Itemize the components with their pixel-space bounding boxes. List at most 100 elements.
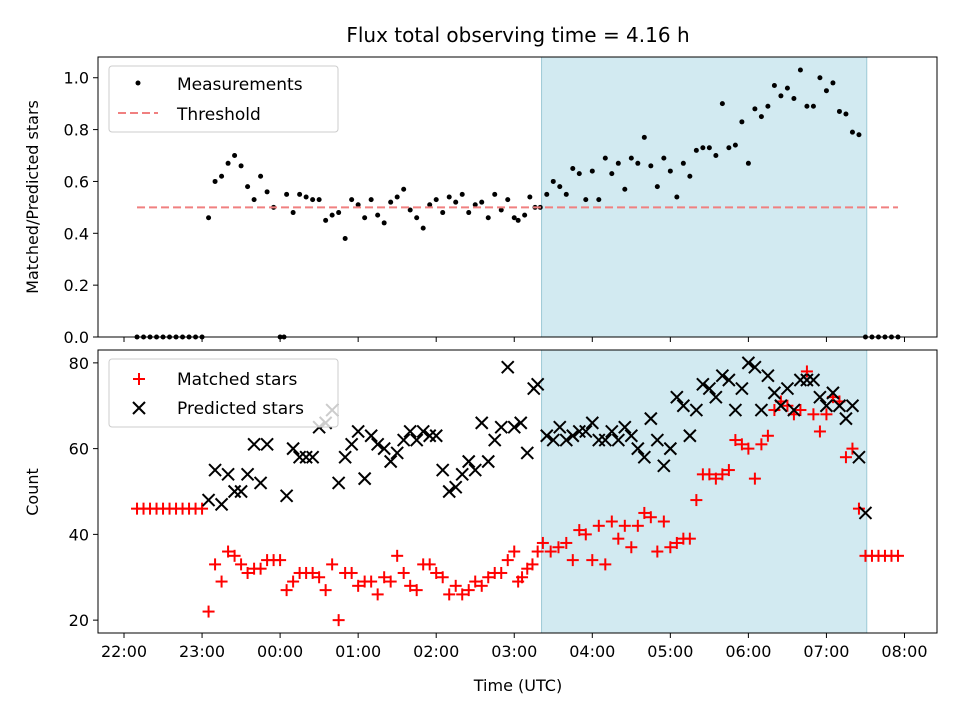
measurements-point bbox=[576, 171, 582, 177]
measurements-point bbox=[368, 197, 374, 203]
measurements-point bbox=[570, 165, 576, 171]
predicted-stars-point bbox=[364, 429, 378, 443]
predicted-stars-point bbox=[253, 476, 268, 490]
matched-stars-point bbox=[612, 532, 625, 545]
predicted-stars-point bbox=[598, 433, 613, 447]
measurements-point bbox=[427, 202, 433, 208]
matched-stars-point bbox=[735, 438, 748, 451]
predicted-stars-point bbox=[370, 437, 385, 452]
ratio-x-ticks bbox=[123, 337, 905, 342]
measurements-point bbox=[700, 145, 706, 151]
predicted-stars-point bbox=[240, 467, 255, 482]
matched-stars-point bbox=[755, 438, 768, 451]
matched-stars-point bbox=[456, 588, 469, 601]
predicted-stars-point bbox=[260, 437, 274, 452]
matched-stars-point bbox=[436, 571, 449, 584]
matched-stars-point bbox=[768, 404, 781, 417]
y-tick-label: 40 bbox=[69, 525, 89, 544]
matched-stars-point bbox=[462, 584, 475, 597]
predicted-stars-point bbox=[540, 429, 554, 443]
predicted-stars-point bbox=[227, 484, 242, 499]
matched-stars-point bbox=[657, 515, 670, 528]
y-tick-label: 0.0 bbox=[64, 328, 89, 347]
predicted-stars-point bbox=[409, 433, 424, 447]
matched-stars-point bbox=[651, 545, 664, 558]
measurements-point bbox=[778, 93, 784, 99]
matched-stars-point bbox=[761, 429, 774, 442]
count-legend-box bbox=[108, 358, 339, 428]
predicted-stars-point bbox=[494, 420, 508, 434]
measurements-point bbox=[843, 111, 849, 117]
measurements-point bbox=[492, 191, 498, 197]
count-series bbox=[131, 356, 904, 627]
measurements-point bbox=[407, 207, 413, 213]
predicted-stars-point bbox=[852, 450, 866, 464]
predicted-stars-point bbox=[201, 493, 216, 507]
matched-stars-point bbox=[241, 566, 254, 579]
matched-stars-point bbox=[716, 468, 729, 481]
measurements-point bbox=[310, 197, 316, 203]
predicted-stars-point bbox=[462, 454, 476, 469]
matched-stars-point bbox=[410, 584, 423, 597]
x-axis-label: Time (UTC) bbox=[473, 676, 562, 695]
ratio-axes-frame bbox=[97, 56, 938, 338]
measurements-point bbox=[856, 132, 862, 138]
ratio-legend: Measurements Threshold bbox=[108, 65, 339, 133]
matched-stars-point bbox=[516, 571, 529, 584]
matched-stars-point bbox=[794, 404, 807, 417]
matched-stars-point bbox=[482, 571, 495, 584]
predicted-stars-point bbox=[455, 467, 469, 482]
matched-stars-point bbox=[800, 365, 813, 378]
predicted-stars-point bbox=[741, 356, 756, 370]
measurements-point bbox=[453, 199, 459, 205]
matched-stars-point bbox=[332, 614, 345, 627]
measurements-point bbox=[687, 173, 693, 179]
legend-marker-matched-stars bbox=[133, 373, 145, 385]
measurements-point bbox=[836, 108, 842, 114]
matched-stars-point bbox=[313, 571, 326, 584]
predicted-stars-point bbox=[234, 484, 248, 499]
matched-stars-point bbox=[430, 566, 443, 579]
measurements-point bbox=[511, 215, 517, 221]
matched-stars-point bbox=[365, 575, 378, 588]
predicted-stars-point bbox=[488, 433, 502, 447]
legend-label-measurements: Measurements bbox=[177, 75, 303, 95]
matched-stars-point bbox=[469, 575, 482, 588]
measurements-point bbox=[615, 160, 621, 166]
measurements-point bbox=[498, 207, 504, 213]
matched-stars-point bbox=[579, 528, 592, 541]
predicted-stars-point bbox=[208, 463, 222, 477]
measurements-point bbox=[362, 215, 368, 221]
matched-stars-point bbox=[501, 554, 514, 567]
measurements-point bbox=[225, 160, 231, 166]
predicted-stars-point bbox=[709, 390, 723, 404]
measurements-point bbox=[732, 142, 738, 148]
observing-window-shade bbox=[541, 56, 868, 338]
predicted-stars-point bbox=[683, 429, 697, 443]
measurements-point bbox=[336, 210, 342, 216]
matched-stars-point bbox=[605, 515, 618, 528]
predicted-stars-point bbox=[845, 399, 860, 413]
predicted-stars-point bbox=[637, 450, 652, 464]
predicted-stars-point bbox=[754, 403, 769, 417]
legend-label-threshold: Threshold bbox=[176, 105, 261, 125]
measurements-point bbox=[394, 194, 400, 200]
measurements-point bbox=[440, 210, 446, 216]
predicted-stars-point bbox=[592, 433, 606, 447]
matched-stars-point bbox=[592, 519, 605, 532]
matched-stars-point bbox=[345, 566, 358, 579]
predicted-stars-point bbox=[735, 381, 749, 396]
matched-stars-point bbox=[254, 562, 267, 575]
y-tick-label: 20 bbox=[69, 611, 89, 630]
count-x-ticks: 22:00 23:00 00:00 01:00 02:00 03:00 04:00 05:00… bbox=[101, 633, 928, 661]
measurements-point bbox=[823, 88, 829, 94]
y-tick-label: 80 bbox=[69, 354, 89, 373]
matched-stars-point bbox=[664, 541, 677, 554]
measurements-point bbox=[674, 194, 680, 200]
x-tick-label: 06:00 bbox=[725, 642, 771, 661]
measurements-point bbox=[765, 103, 771, 109]
measurements-point bbox=[290, 210, 296, 216]
measurements-point bbox=[745, 160, 751, 166]
predicted-stars-point bbox=[572, 424, 586, 439]
predicted-stars-point bbox=[631, 441, 645, 456]
